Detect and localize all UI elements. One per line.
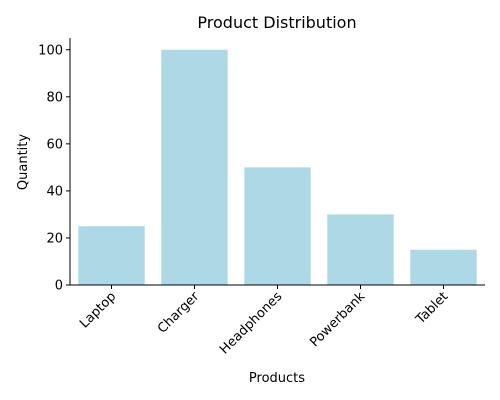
y-tick-label: 0: [55, 279, 63, 294]
y-tick-label: 100: [38, 43, 63, 58]
bar-charger: [161, 50, 227, 285]
y-tick-label: 20: [46, 231, 63, 246]
chart-title: Product Distribution: [197, 13, 356, 32]
bar-tablet: [410, 250, 476, 285]
y-tick-label: 60: [46, 137, 63, 152]
x-axis-label: Products: [249, 371, 305, 386]
x-tick-label: Powerbank: [307, 289, 368, 350]
x-tick-label: Charger: [155, 289, 203, 337]
x-tick-label: Laptop: [77, 289, 119, 331]
x-tick-label: Tablet: [413, 289, 452, 328]
bar-laptop: [78, 226, 144, 285]
y-tick-label: 40: [46, 184, 63, 199]
y-axis: 0 20 40 60 80 100: [38, 38, 70, 294]
x-axis: Laptop Charger Headphones Powerbank Tablet: [70, 285, 485, 357]
y-axis-label: Quantity: [16, 134, 31, 190]
y-tick-label: 80: [46, 90, 63, 105]
bars-group: [78, 50, 476, 285]
x-tick-label: Headphones: [217, 289, 285, 357]
bar-powerbank: [327, 214, 393, 285]
bar-headphones: [244, 167, 310, 285]
